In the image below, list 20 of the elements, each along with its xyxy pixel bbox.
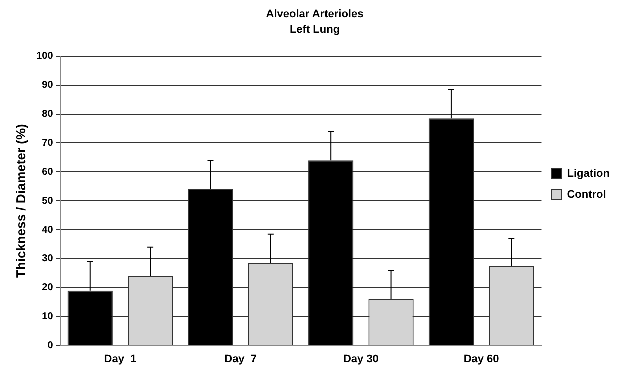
chart-subtitle: Left Lung [290, 24, 340, 36]
x-tick-label: Day 7 [224, 353, 258, 366]
y-axis-title: Thickness / Diameter (%) [13, 124, 28, 278]
y-tick-label: 70 [42, 138, 54, 149]
chart-title: Alveolar Arterioles [266, 8, 364, 21]
y-tick-label: 10 [42, 312, 54, 323]
y-tick-label: 0 [48, 340, 54, 352]
y-tick-label: 90 [42, 80, 54, 92]
y-tick-label: 30 [42, 254, 54, 265]
legend-label: Control [567, 189, 606, 202]
y-tick-label: 100 [36, 51, 54, 62]
y-tick-label: 40 [42, 224, 54, 236]
x-tick-label: Day 1 [104, 353, 137, 366]
x-tick-label: Day 30 [343, 353, 379, 366]
y-tick-label: 60 [42, 166, 54, 178]
y-tick-label: 20 [42, 282, 54, 294]
x-tick-label: Day 60 [464, 353, 500, 366]
y-tick-label: 80 [42, 109, 54, 120]
legend-label: Ligation [567, 168, 610, 180]
y-tick-label: 50 [42, 196, 54, 207]
